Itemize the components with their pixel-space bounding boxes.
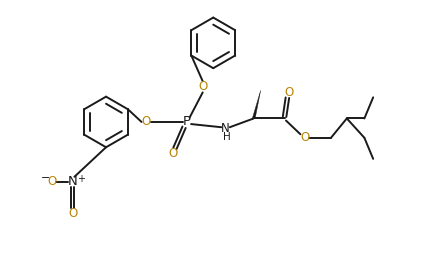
Text: O: O bbox=[142, 116, 151, 129]
Text: O: O bbox=[168, 147, 178, 160]
Text: H: H bbox=[224, 132, 231, 142]
Text: P: P bbox=[183, 116, 191, 129]
Text: O: O bbox=[284, 86, 293, 99]
Text: O: O bbox=[300, 131, 309, 144]
Text: −: − bbox=[40, 173, 50, 183]
Text: +: + bbox=[77, 174, 86, 184]
Text: O: O bbox=[198, 80, 207, 93]
Text: O: O bbox=[47, 175, 56, 188]
Text: N: N bbox=[221, 122, 230, 135]
Polygon shape bbox=[252, 90, 261, 120]
Text: O: O bbox=[68, 207, 77, 220]
Text: N: N bbox=[68, 175, 77, 188]
